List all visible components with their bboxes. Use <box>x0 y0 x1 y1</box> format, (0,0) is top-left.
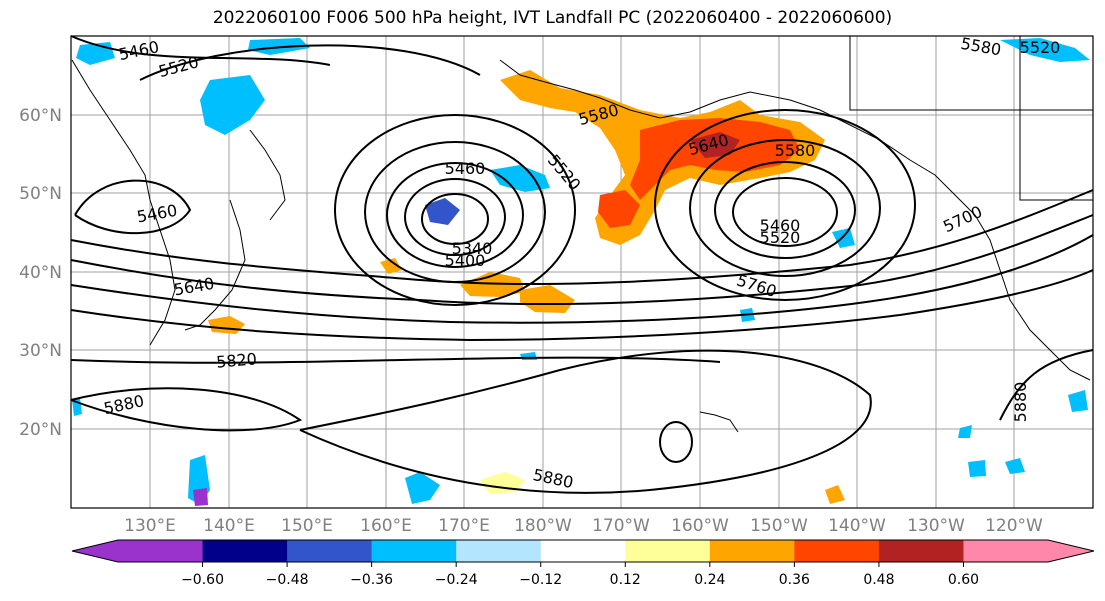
lon-label: 150°E <box>281 516 333 536</box>
colorbar-tick-label: 0.36 <box>779 572 810 588</box>
ivt-positive-shading <box>208 70 845 504</box>
colorbar-swatch <box>963 540 1049 562</box>
colorbar-tick-label: 0.24 <box>694 572 725 588</box>
colorbar-swatch <box>540 540 626 562</box>
colorbar-tick-label: 0.48 <box>863 572 894 588</box>
colorbar-tick-label: 0.60 <box>948 572 979 588</box>
lon-label: 160°E <box>360 516 412 536</box>
contour-label: 5880 <box>1011 382 1030 423</box>
colorbar-swatch <box>118 540 204 562</box>
colorbar-swatch <box>371 540 457 562</box>
colorbar-swatch <box>709 540 795 562</box>
contour-label: 5460 <box>760 216 801 235</box>
colorbar-tick-label: 0.12 <box>610 572 641 588</box>
colorbar-extend-left <box>72 540 118 562</box>
colorbar-swatch <box>878 540 964 562</box>
colorbar-swatch <box>794 540 880 562</box>
lon-label: 140°E <box>203 516 255 536</box>
colorbar-swatch <box>202 540 288 562</box>
lon-label: 160°W <box>671 516 729 536</box>
lon-label: 130°E <box>124 516 176 536</box>
lat-label: 50°N <box>19 184 62 204</box>
lon-label: 170°E <box>438 516 490 536</box>
colorbar-tick-label: −0.48 <box>266 572 309 588</box>
contour-label: 5820 <box>215 349 257 371</box>
lat-label: 20°N <box>19 420 62 440</box>
colorbar: −0.60 −0.48 −0.36 −0.24 −0.12 0.12 0.24 0.36 0.4… <box>71 539 1095 588</box>
colorbar-tick-label: −0.12 <box>519 572 562 588</box>
colorbar-extend-right <box>1048 540 1094 562</box>
contour-label: 5520 <box>1020 38 1061 57</box>
colorbar-tick-label: −0.60 <box>181 572 224 588</box>
contour-label: 5340 <box>452 239 493 258</box>
colorbar-tick-label: −0.24 <box>435 572 478 588</box>
lon-label: 120°W <box>985 516 1043 536</box>
colorbar-swatch <box>287 540 373 562</box>
height-contours <box>70 35 1094 494</box>
lat-label: 30°N <box>19 341 62 361</box>
colorbar-tick-label: −0.36 <box>350 572 393 588</box>
latitude-labels: 60°N 50°N 40°N 30°N 20°N <box>19 106 62 440</box>
contour-label: 5580 <box>775 141 816 160</box>
longitude-labels: 130°E 140°E 150°E 160°E 170°E 180°W 170°… <box>124 516 1043 536</box>
lon-label: 130°W <box>907 516 965 536</box>
map-title: 2022060100 F006 500 hPa height, IVT Land… <box>212 8 893 28</box>
lon-label: 170°W <box>592 516 650 536</box>
contour-label: 5520 <box>760 228 801 247</box>
contour-label: 5400 <box>445 251 486 270</box>
map-border <box>70 35 1094 509</box>
contour-label: 5460 <box>445 159 486 178</box>
lon-label: 150°W <box>750 516 808 536</box>
lat-label: 60°N <box>19 106 62 126</box>
lon-label: 140°W <box>828 516 886 536</box>
colorbar-swatch <box>456 540 542 562</box>
colorbar-outline <box>71 539 1095 563</box>
lat-label: 40°N <box>19 263 62 283</box>
lon-label: 180°W <box>514 516 572 536</box>
colorbar-swatch <box>625 540 711 562</box>
